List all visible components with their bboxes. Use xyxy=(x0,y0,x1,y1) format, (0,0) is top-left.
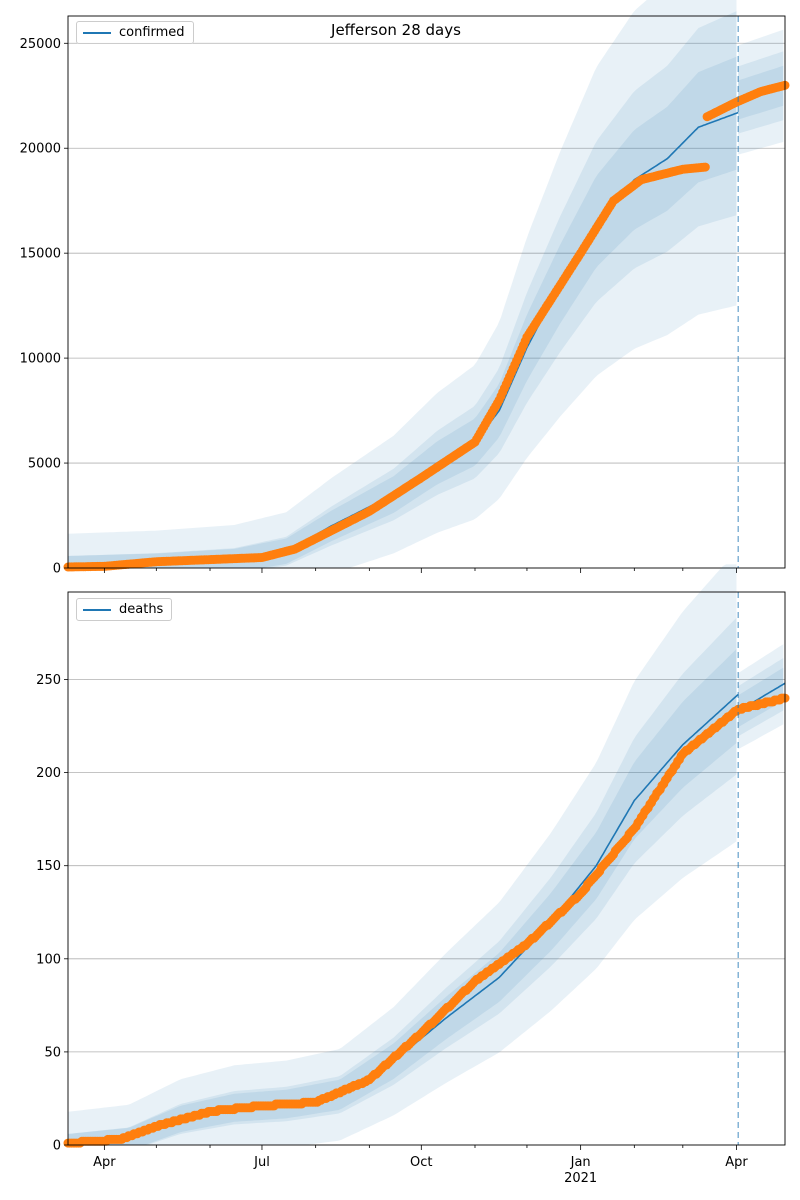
y-tick-label: 0 xyxy=(53,562,61,577)
y-tick-label: 5000 xyxy=(28,457,61,472)
uncertainty-band xyxy=(68,56,737,568)
x-tick-label: Apr xyxy=(725,1155,748,1170)
y-tick-label: 10000 xyxy=(20,352,61,367)
y-tick-label: 150 xyxy=(36,859,61,874)
y-tick-label: 100 xyxy=(36,952,61,967)
figure-title: Jefferson 28 days xyxy=(331,21,461,39)
x-tick-label: Oct xyxy=(410,1155,432,1170)
y-tick-label: 25000 xyxy=(20,37,61,52)
y-tick-label: 250 xyxy=(36,673,61,688)
axes-deaths: 0 50 100 150 200 250 Apr Jul Oct Jan Apr 2021 xyxy=(36,564,790,1186)
y-tick-label: 50 xyxy=(44,1045,61,1060)
observed-point xyxy=(700,162,710,172)
y-tick-label: 20000 xyxy=(20,142,61,157)
axes-frame xyxy=(67,591,786,1146)
legend-deaths: deaths xyxy=(76,598,173,621)
uncertainty-band xyxy=(68,0,737,568)
forecast-band xyxy=(738,644,784,750)
x-year-label: 2021 xyxy=(564,1171,597,1186)
y-tick-label: 0 xyxy=(53,1139,61,1154)
uncertainty-band xyxy=(68,11,737,568)
legend-line-icon xyxy=(83,608,111,611)
legend-confirmed: confirmed xyxy=(76,21,194,44)
axes-confirmed: 0 5000 10000 15000 20000 25000 xyxy=(20,0,790,577)
legend-label-confirmed: confirmed xyxy=(119,25,185,40)
x-tick-label: Apr xyxy=(93,1155,116,1170)
legend-line-icon xyxy=(83,31,111,34)
x-tick-label: Jan xyxy=(570,1155,591,1170)
uncertainty-band xyxy=(68,617,737,1145)
axes-frame xyxy=(67,15,786,569)
legend-label-deaths: deaths xyxy=(119,602,164,617)
y-tick-label: 200 xyxy=(36,766,61,781)
y-tick-label: 15000 xyxy=(20,247,61,262)
x-tick-label: Jul xyxy=(253,1155,270,1170)
